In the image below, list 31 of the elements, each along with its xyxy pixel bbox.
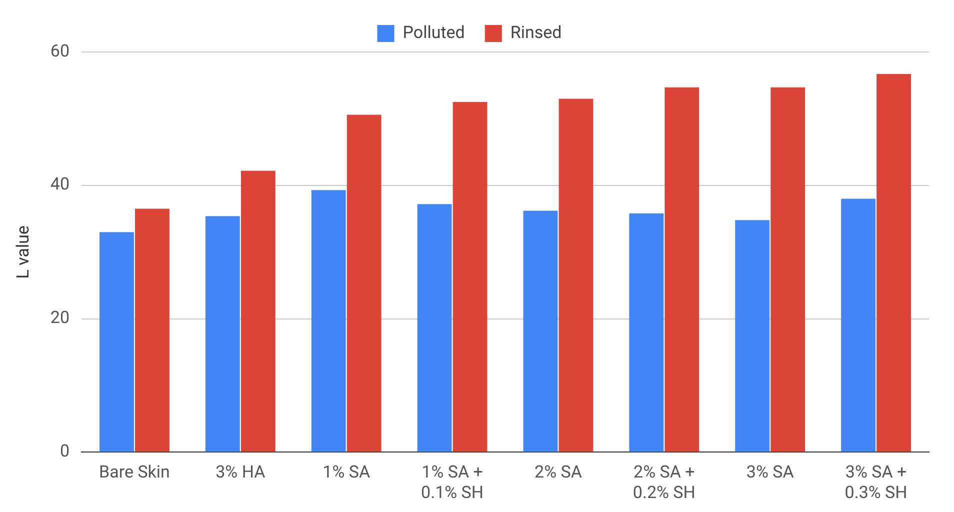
y-tick-label: 40 bbox=[50, 174, 70, 195]
bar bbox=[664, 87, 700, 452]
legend-label: Rinsed bbox=[510, 22, 562, 43]
x-tick-label: 1% SA bbox=[322, 462, 370, 483]
bar bbox=[523, 210, 558, 452]
bar bbox=[558, 98, 594, 452]
bar bbox=[100, 232, 134, 452]
y-tick-label: 60 bbox=[50, 41, 70, 62]
x-tick-label: 3% SA bbox=[746, 462, 794, 483]
y-tick-label: 20 bbox=[50, 308, 70, 328]
legend-label: Polluted bbox=[402, 22, 465, 43]
x-tick-label: 2% SA + 0.2% SH bbox=[632, 462, 696, 504]
bar bbox=[135, 208, 170, 452]
bar bbox=[876, 74, 911, 452]
x-tick-label: 2% SA bbox=[534, 462, 582, 483]
x-tick-label: 3% SA + 0.3% SH bbox=[844, 462, 908, 504]
y-axis-title: L value bbox=[13, 225, 34, 279]
bar bbox=[735, 220, 770, 452]
bar bbox=[841, 198, 876, 452]
bar bbox=[346, 114, 382, 452]
y-tick-label: 0 bbox=[60, 441, 70, 462]
bar bbox=[205, 216, 240, 452]
bar bbox=[629, 213, 664, 452]
x-tick-label: Bare Skin bbox=[99, 462, 170, 483]
bar bbox=[311, 190, 346, 452]
x-tick-label: 1% SA + 0.1% SH bbox=[421, 462, 484, 504]
x-tick-label: 3% HA bbox=[216, 462, 266, 483]
bar bbox=[240, 170, 276, 452]
bar bbox=[417, 204, 452, 452]
bar bbox=[452, 102, 488, 452]
bar bbox=[770, 87, 806, 452]
